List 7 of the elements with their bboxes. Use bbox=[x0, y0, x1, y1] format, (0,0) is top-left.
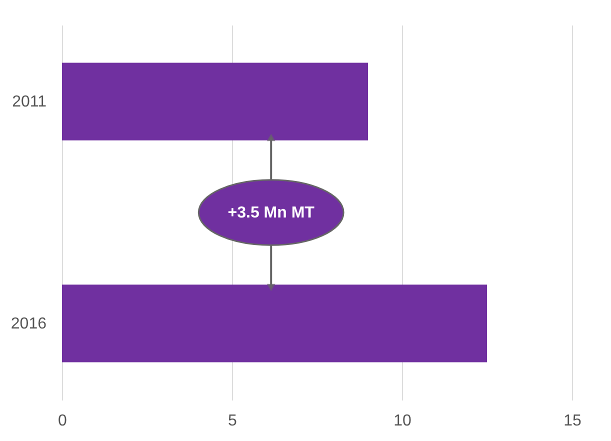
annotation: +3.5 Mn MT bbox=[228, 204, 315, 222]
x-tick-label: 15 bbox=[564, 412, 582, 430]
y-tick-label: 2016 bbox=[10, 315, 47, 332]
y-tick-label: 2011 bbox=[12, 94, 47, 111]
x-tick-label: 10 bbox=[394, 412, 412, 430]
x-tick-label: 0 bbox=[58, 412, 68, 430]
x-tick-label: 5 bbox=[228, 412, 238, 430]
